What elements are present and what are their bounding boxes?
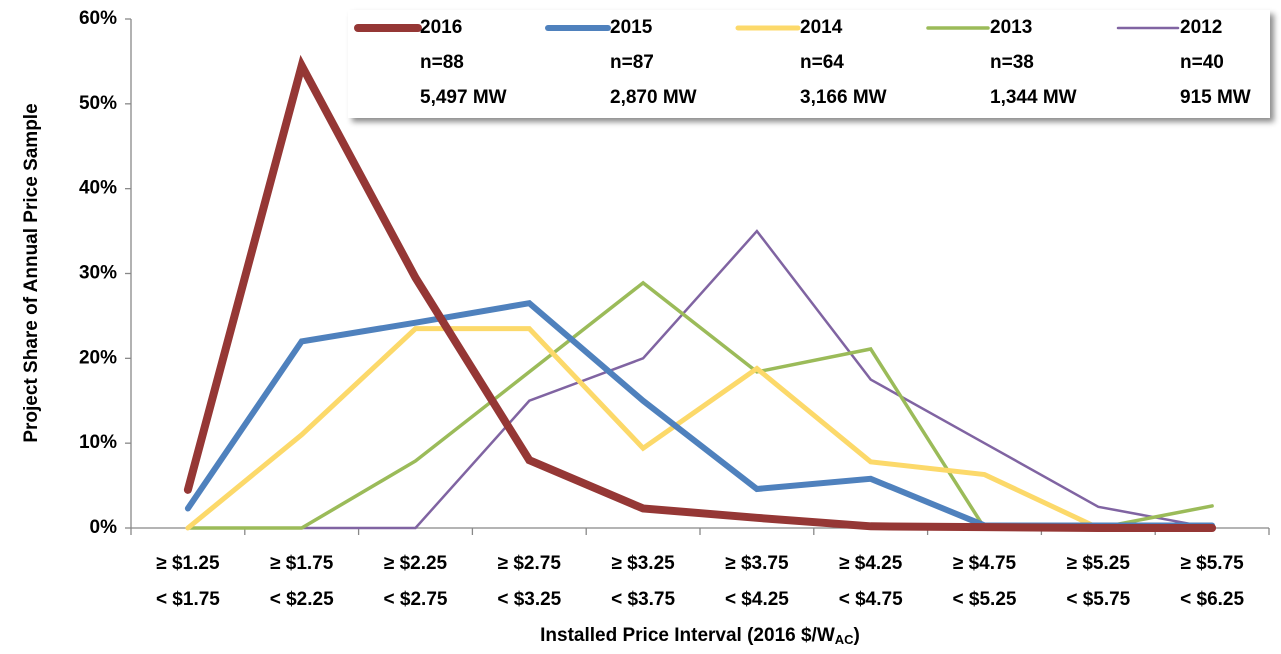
x-tick-label: ≥ $3.25 — [611, 553, 675, 574]
legend-capacity: 915 MW — [1180, 87, 1251, 108]
x-tick-label: < $5.75 — [1066, 589, 1130, 610]
x-axis-title-main: Installed Price Interval (2016 $/W — [540, 625, 835, 646]
x-tick-label: ≥ $5.25 — [1067, 553, 1131, 574]
x-tick-label: < $2.75 — [384, 589, 448, 610]
legend-label: 2013 — [990, 17, 1032, 38]
x-tick-label: < $3.75 — [611, 589, 675, 610]
x-tick-label: ≥ $5.75 — [1180, 553, 1244, 574]
y-axis-title: Project Share of Annual Price Sample — [21, 103, 42, 442]
x-tick-label: ≥ $4.75 — [953, 553, 1017, 574]
y-tick-label: 50% — [79, 93, 117, 114]
x-axis-title-sub: AC — [835, 632, 854, 647]
legend-label: 2015 — [610, 17, 653, 38]
legend-capacity: 1,344 MW — [990, 87, 1077, 108]
y-tick-label: 0% — [90, 517, 118, 538]
series-line — [183, 54, 1217, 532]
legend-capacity: 3,166 MW — [800, 87, 887, 108]
x-tick-label: < $2.25 — [270, 589, 334, 610]
legend-sample: n=87 — [610, 52, 654, 73]
legend-sample: n=88 — [420, 52, 464, 73]
legend-capacity: 2,870 MW — [610, 87, 697, 108]
legend-sample: n=38 — [990, 52, 1034, 73]
x-tick-label: ≥ $4.25 — [839, 553, 903, 574]
x-tick-label: ≥ $2.25 — [384, 553, 448, 574]
x-tick-label: ≥ $2.75 — [498, 553, 562, 574]
legend-label: 2012 — [1180, 17, 1222, 38]
x-axis-title: Installed Price Interval (2016 $/WAC) — [540, 625, 860, 647]
y-tick-label: 30% — [79, 263, 117, 284]
y-tick-label: 40% — [79, 178, 117, 199]
x-tick-label: < $4.25 — [725, 589, 789, 610]
legend-sample: n=64 — [800, 52, 844, 73]
legend-capacity: 5,497 MW — [420, 87, 507, 108]
x-tick-label: < $4.75 — [839, 589, 903, 610]
series-line — [184, 299, 1216, 529]
x-tick-label: ≥ $1.25 — [156, 553, 220, 574]
legend-box — [348, 10, 1270, 118]
legend-label: 2014 — [800, 17, 843, 38]
series-line — [186, 229, 1214, 530]
x-tick-label: ≥ $3.75 — [725, 553, 789, 574]
x-axis-title-end: ) — [854, 625, 860, 646]
legend-label: 2016 — [420, 17, 462, 38]
y-tick-label: 60% — [79, 8, 117, 29]
series-line — [185, 326, 1215, 531]
y-tick-label: 10% — [79, 432, 117, 453]
x-tick-label: < $1.75 — [156, 589, 220, 610]
x-tick-label: ≥ $1.75 — [270, 553, 334, 574]
x-tick-label: < $6.25 — [1180, 589, 1244, 610]
legend-sample: n=40 — [1180, 52, 1224, 73]
x-tick-label: < $3.25 — [497, 589, 561, 610]
y-tick-label: 20% — [79, 347, 117, 368]
x-tick-label: < $5.25 — [953, 589, 1017, 610]
